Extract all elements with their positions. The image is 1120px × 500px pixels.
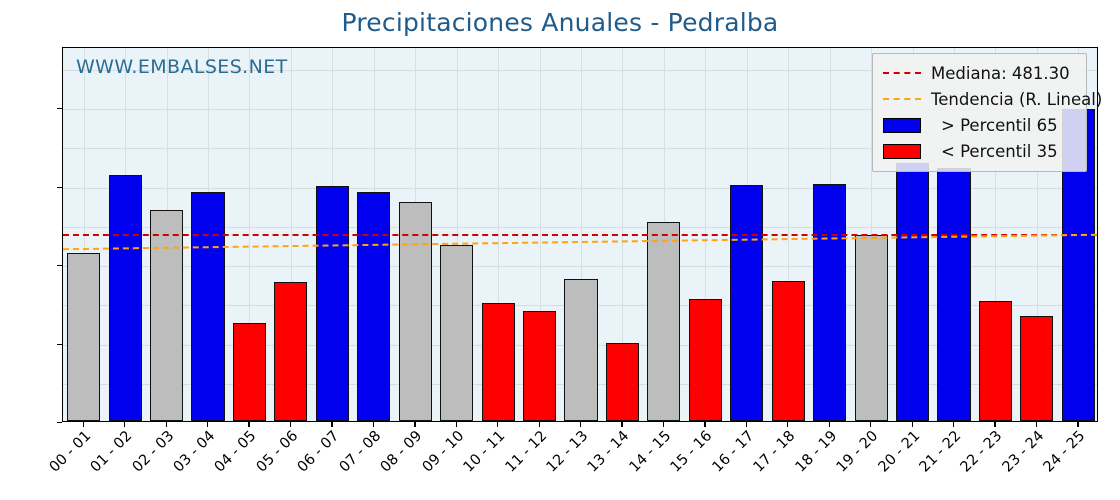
x-axis-tick-mark	[372, 422, 375, 427]
y-axis-tick-mark	[57, 265, 62, 267]
x-axis-tick-mark	[911, 422, 913, 427]
bar-14-15	[647, 222, 681, 421]
bar-21-22	[937, 167, 971, 421]
legend-item-label: Tendencia (R. Lineal)	[931, 89, 1103, 109]
bar-06-07	[315, 185, 349, 421]
bar-08-09	[398, 202, 432, 421]
bar-15-16	[688, 298, 722, 421]
bar-22-23	[978, 301, 1012, 421]
x-axis-tick-mark	[455, 422, 457, 427]
chart-legend: Mediana: 481.30 Tendencia (R. Lineal) > Pe…	[872, 53, 1102, 172]
gridline	[63, 109, 1097, 110]
bar-11-12	[522, 310, 557, 421]
gridline	[63, 226, 1097, 228]
bar-12-13	[564, 278, 598, 421]
legend-dashed-line-icon	[883, 98, 921, 100]
gridline	[63, 148, 1097, 150]
x-axis-tick-mark	[704, 422, 706, 427]
y-axis-tick-mark	[57, 422, 62, 424]
y-axis-tick-mark	[57, 108, 62, 110]
gridline	[63, 266, 1097, 267]
legend-color-swatch	[883, 143, 921, 159]
legend-item: > Percentil 65	[881, 112, 1078, 138]
bar-01-02	[108, 174, 142, 421]
bar-16-17	[730, 185, 764, 421]
bar-23-24	[1020, 316, 1054, 421]
legend-item-label: Mediana: 481.30	[931, 63, 1070, 83]
bar-17-18	[771, 280, 805, 421]
x-axis-tick-mark	[82, 422, 85, 427]
x-axis-tick-mark	[1035, 422, 1038, 427]
x-axis-tick-mark	[248, 422, 250, 427]
x-axis-tick-mark	[414, 422, 416, 427]
x-axis-tick-mark	[787, 422, 789, 427]
legend-item: < Percentil 35	[881, 138, 1078, 164]
x-axis-tick-mark	[662, 422, 665, 427]
bar-07-08	[357, 192, 391, 421]
legend-patch-key	[881, 143, 923, 159]
bar-20-21	[895, 162, 930, 421]
gridline	[63, 187, 1097, 189]
x-axis-tick-mark	[124, 422, 126, 427]
median-line	[63, 234, 1097, 237]
watermark-text: WWW.EMBALSES.NET	[76, 56, 288, 78]
legend-patch-key	[881, 117, 923, 133]
legend-item: Tendencia (R. Lineal)	[881, 86, 1102, 112]
x-axis-tick-mark	[994, 422, 996, 427]
x-axis-tick-mark	[952, 422, 955, 427]
x-axis-tick-mark	[289, 422, 292, 427]
bar-00-01	[67, 253, 101, 421]
bar-04-05	[232, 322, 267, 421]
legend-dashed-line-icon	[883, 72, 921, 74]
x-axis-tick-mark	[331, 422, 333, 427]
legend-item-label: < Percentil 35	[941, 141, 1058, 161]
bar-13-14	[605, 342, 639, 421]
x-axis-tick-mark	[745, 422, 748, 427]
bar-05-06	[274, 281, 308, 421]
gridline	[63, 69, 1097, 71]
legend-item: Mediana: 481.30	[881, 60, 1078, 86]
y-axis-tick-mark	[57, 343, 62, 345]
bar-19-20	[854, 234, 888, 421]
x-axis-tick-mark	[621, 422, 623, 427]
bar-03-04	[191, 192, 225, 421]
legend-line-key	[881, 72, 923, 74]
y-axis-tick-mark	[57, 186, 62, 188]
bar-10-11	[481, 303, 515, 421]
x-axis-tick-mark	[580, 422, 582, 427]
x-axis-tick-mark	[538, 422, 540, 427]
bar-09-10	[440, 244, 474, 421]
legend-color-swatch	[883, 117, 921, 133]
bar-02-03	[150, 210, 184, 421]
legend-item-label: > Percentil 65	[941, 115, 1058, 135]
x-axis-tick-mark	[828, 422, 830, 427]
x-axis-tick-mark	[870, 422, 872, 427]
x-axis-tick-mark	[165, 422, 167, 427]
x-axis-tick-mark	[497, 422, 499, 427]
page-title: Precipitaciones Anuales - Pedralba	[341, 8, 779, 37]
x-axis-tick-mark	[207, 422, 209, 427]
x-axis-tick-mark	[1077, 422, 1079, 427]
bar-18-19	[813, 183, 847, 421]
legend-line-key	[881, 98, 923, 100]
